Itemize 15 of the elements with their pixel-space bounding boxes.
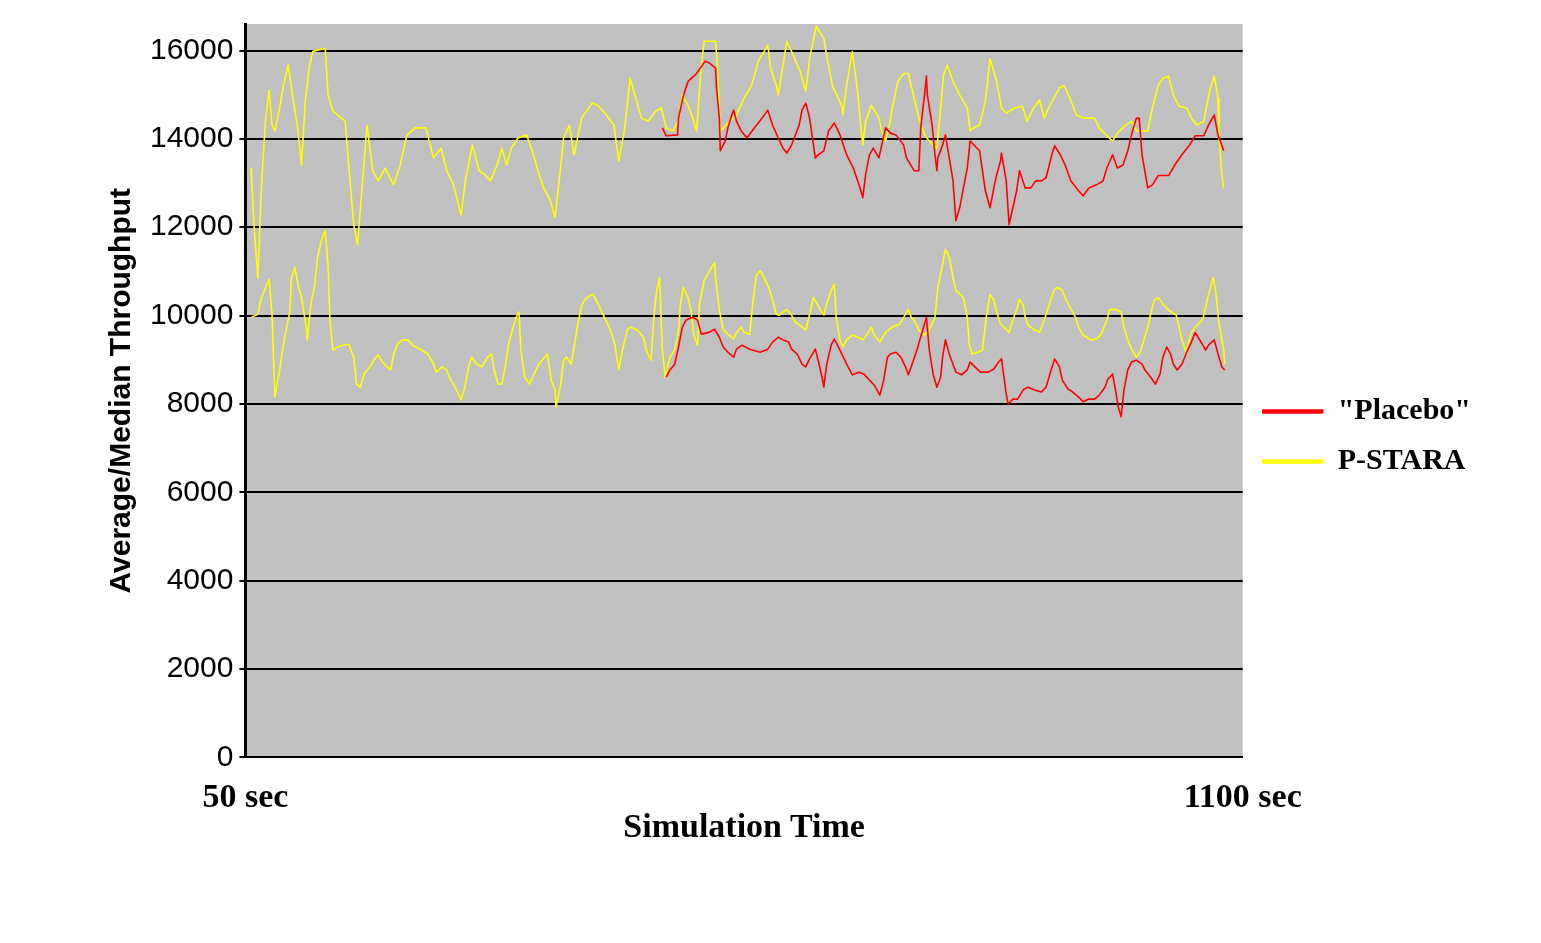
legend-label: "Placebo" <box>1337 392 1472 426</box>
y-tick-label: 14000 <box>149 120 234 154</box>
y-tick-label: 2000 <box>166 650 234 684</box>
x-axis-title: Simulation Time <box>623 807 865 845</box>
y-tick-label: 6000 <box>166 473 234 507</box>
x-tick-label: 1100 sec <box>1183 776 1302 814</box>
y-tick-label: 10000 <box>149 296 234 330</box>
y-tick-label: 4000 <box>166 561 234 595</box>
y-tick-label: 0 <box>216 738 234 772</box>
y-tick-label: 8000 <box>166 385 234 419</box>
legend-label: P-STARA <box>1337 442 1466 476</box>
x-tick-label: 50 sec <box>202 776 289 814</box>
y-tick-label: 16000 <box>149 31 234 65</box>
y-axis-title: Average/Median Throughput <box>103 187 137 594</box>
y-tick-label: 12000 <box>149 208 234 242</box>
